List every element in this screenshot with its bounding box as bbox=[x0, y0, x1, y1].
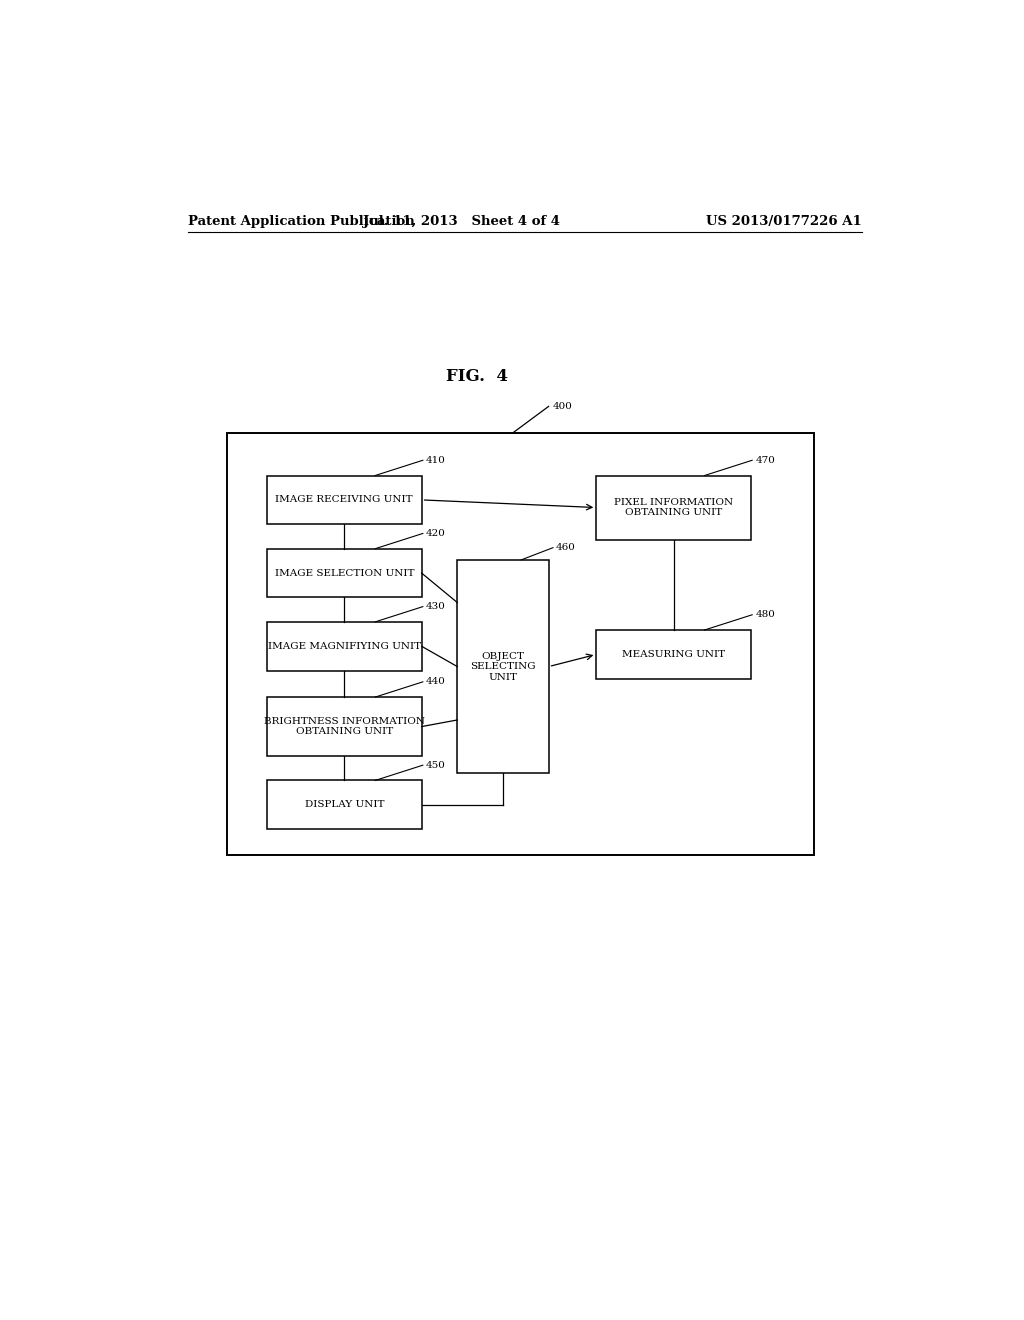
Bar bbox=[596, 475, 751, 540]
Text: OBJECT
SELECTING
UNIT: OBJECT SELECTING UNIT bbox=[470, 652, 536, 681]
Text: FIG.  4: FIG. 4 bbox=[446, 368, 508, 385]
Bar bbox=[267, 780, 422, 829]
Text: IMAGE RECEIVING UNIT: IMAGE RECEIVING UNIT bbox=[275, 495, 413, 504]
Text: US 2013/0177226 A1: US 2013/0177226 A1 bbox=[707, 215, 862, 228]
Text: 470: 470 bbox=[756, 455, 775, 465]
Text: DISPLAY UNIT: DISPLAY UNIT bbox=[304, 800, 384, 809]
Bar bbox=[596, 630, 751, 678]
Text: 400: 400 bbox=[553, 401, 572, 411]
Text: 480: 480 bbox=[756, 610, 775, 619]
Text: Jul. 11, 2013   Sheet 4 of 4: Jul. 11, 2013 Sheet 4 of 4 bbox=[362, 215, 560, 228]
Bar bbox=[458, 560, 549, 774]
Text: BRIGHTNESS INFORMATION
OBTAINING UNIT: BRIGHTNESS INFORMATION OBTAINING UNIT bbox=[264, 717, 425, 737]
Bar bbox=[267, 549, 422, 598]
Text: MEASURING UNIT: MEASURING UNIT bbox=[622, 649, 725, 659]
Text: IMAGE SELECTION UNIT: IMAGE SELECTION UNIT bbox=[274, 569, 414, 578]
Bar bbox=[267, 697, 422, 756]
Text: 420: 420 bbox=[426, 529, 445, 539]
Text: 440: 440 bbox=[426, 677, 445, 686]
Bar bbox=[227, 433, 814, 854]
Text: 460: 460 bbox=[556, 544, 577, 552]
Text: PIXEL INFORMATION
OBTAINING UNIT: PIXEL INFORMATION OBTAINING UNIT bbox=[614, 498, 733, 517]
Text: 450: 450 bbox=[426, 760, 445, 770]
Bar bbox=[267, 475, 422, 524]
Bar bbox=[267, 622, 422, 671]
Text: IMAGE MAGNIFIYING UNIT: IMAGE MAGNIFIYING UNIT bbox=[267, 642, 421, 651]
Text: 430: 430 bbox=[426, 602, 445, 611]
Text: Patent Application Publication: Patent Application Publication bbox=[187, 215, 415, 228]
Text: 410: 410 bbox=[426, 455, 445, 465]
